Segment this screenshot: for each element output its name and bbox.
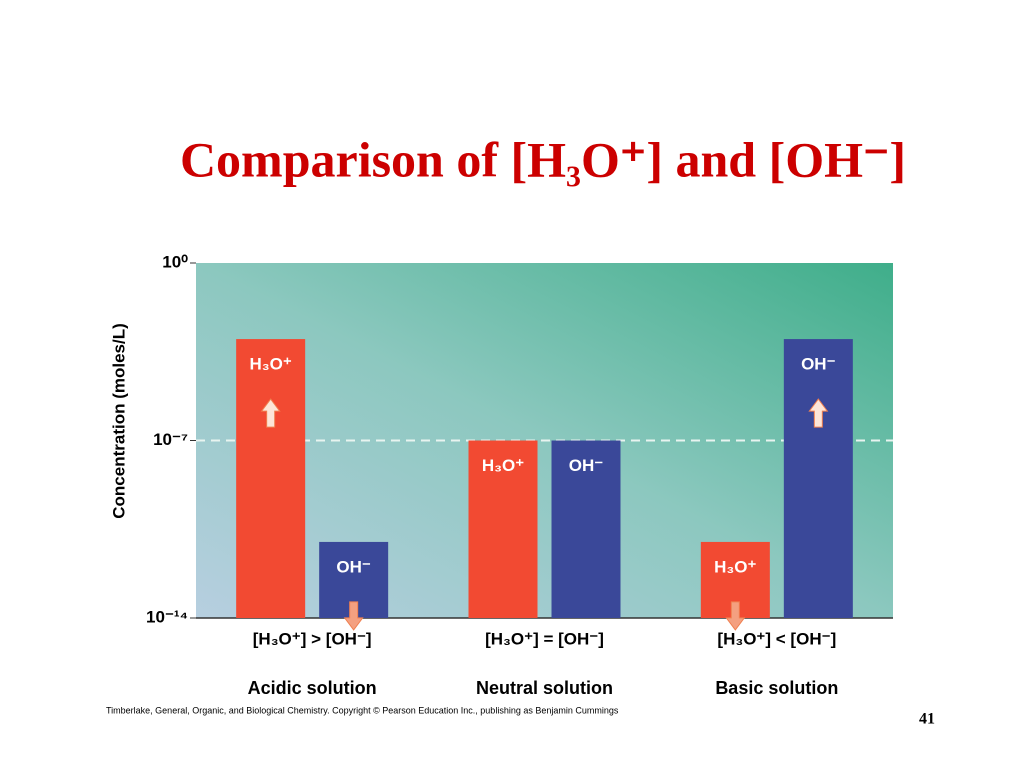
bar-label: H₃O⁺ — [249, 355, 291, 374]
bar — [236, 339, 306, 618]
bar-label: OH⁻ — [336, 557, 371, 576]
x-tick-label: Acidic solution — [248, 678, 377, 698]
bar — [783, 339, 853, 618]
bar-label: OH⁻ — [801, 355, 836, 374]
y-axis-label: Concentration (moles/L) — [109, 323, 128, 519]
bar — [468, 440, 538, 618]
source: Timberlake, General, Organic, and Biolog… — [106, 705, 619, 715]
relation-label: [H₃O⁺] > [OH⁻] — [253, 629, 372, 648]
bar-label: H₃O⁺ — [482, 456, 524, 475]
bar — [551, 440, 621, 618]
trend-arrow — [260, 398, 281, 428]
x-tick-label: Neutral solution — [476, 678, 613, 698]
y-tick-label: 10⁻⁷ — [153, 430, 188, 449]
y-tick-label: 10⁰ — [162, 252, 188, 271]
page-number: 41 — [919, 711, 935, 728]
trend-arrow — [343, 601, 364, 631]
trend-arrow — [725, 601, 746, 631]
chart-title: Comparison of [H₃O⁺] and [OH⁻] — [180, 131, 906, 187]
relation-label: [H₃O⁺] = [OH⁻] — [485, 629, 604, 648]
x-tick-label: Basic solution — [715, 678, 838, 698]
bar-label: H₃O⁺ — [714, 557, 756, 576]
relation-label: [H₃O⁺] < [OH⁻] — [717, 629, 836, 648]
trend-arrow — [808, 398, 829, 428]
y-tick-label: 10⁻¹⁴ — [146, 607, 188, 626]
bar-label: OH⁻ — [569, 456, 604, 475]
